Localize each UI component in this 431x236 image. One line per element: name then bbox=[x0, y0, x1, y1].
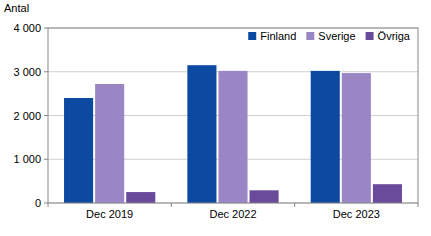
bar bbox=[311, 71, 340, 203]
legend-label: Sverige bbox=[318, 30, 355, 42]
bar bbox=[64, 98, 93, 203]
legend-swatch bbox=[366, 32, 374, 40]
chart-root: 0 1 000 2 000 3 000 4 000 Antal Dec 2019 Dec 20… bbox=[0, 0, 431, 236]
legend-swatch bbox=[306, 32, 314, 40]
tick-label: 2 000 bbox=[13, 110, 41, 122]
chart: 0 1 000 2 000 3 000 4 000 Antal Dec 2019 Dec 20… bbox=[0, 0, 431, 236]
legend-label: Finland bbox=[260, 30, 296, 42]
category-label: Dec 2019 bbox=[86, 208, 133, 220]
bar bbox=[250, 190, 279, 203]
bar bbox=[373, 184, 402, 203]
bars bbox=[64, 65, 402, 203]
bar bbox=[187, 65, 216, 203]
tick-label: 0 bbox=[35, 197, 41, 209]
legend: Finland Sverige Övriga bbox=[248, 30, 411, 42]
category-label: Dec 2022 bbox=[209, 208, 256, 220]
category-tick bbox=[48, 203, 49, 207]
tick-mark bbox=[44, 203, 48, 204]
plot-frame bbox=[48, 28, 418, 203]
legend-label: Övriga bbox=[378, 30, 411, 42]
category-tick bbox=[171, 203, 172, 207]
bar bbox=[218, 71, 247, 203]
tick-mark bbox=[44, 115, 48, 116]
tick-label: 4 000 bbox=[13, 22, 41, 34]
tick-mark bbox=[44, 71, 48, 72]
tick-mark bbox=[44, 28, 48, 29]
category-label: Dec 2023 bbox=[333, 208, 380, 220]
category-tick bbox=[418, 203, 419, 207]
legend-swatch bbox=[248, 32, 256, 40]
category-tick bbox=[294, 203, 295, 207]
bar bbox=[126, 192, 155, 203]
bar bbox=[342, 73, 371, 203]
tick-label: 3 000 bbox=[13, 66, 41, 78]
tick-label: 1 000 bbox=[13, 153, 41, 165]
tick-mark bbox=[44, 159, 48, 160]
axis-title: Antal bbox=[4, 2, 29, 14]
bar bbox=[95, 84, 124, 203]
